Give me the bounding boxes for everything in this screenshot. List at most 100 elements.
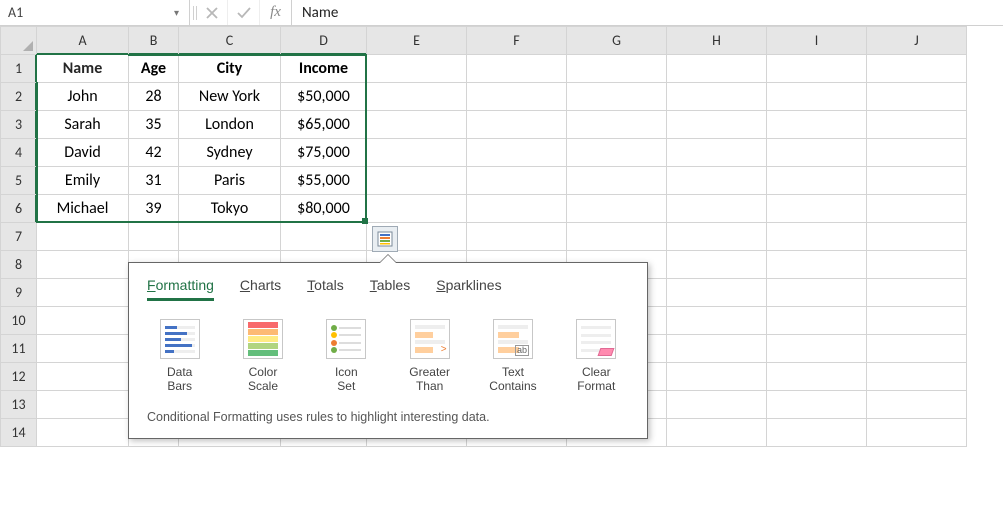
cell-E2[interactable] xyxy=(367,83,467,111)
row-header-10[interactable]: 10 xyxy=(1,307,37,335)
select-all-corner[interactable] xyxy=(1,27,37,55)
cell-J3[interactable] xyxy=(867,111,967,139)
cell-A2[interactable]: John xyxy=(37,83,129,111)
row-header-4[interactable]: 4 xyxy=(1,139,37,167)
cell-D7[interactable] xyxy=(281,223,367,251)
qa-item-color-scale[interactable]: ColorScale xyxy=(226,319,299,394)
row-header-3[interactable]: 3 xyxy=(1,111,37,139)
cell-A12[interactable] xyxy=(37,363,129,391)
cell-H9[interactable] xyxy=(667,279,767,307)
cell-A8[interactable] xyxy=(37,251,129,279)
cell-D5[interactable]: $55,000 xyxy=(281,167,367,195)
cell-A3[interactable]: Sarah xyxy=(37,111,129,139)
enter-formula-button[interactable] xyxy=(228,0,260,25)
worksheet-grid[interactable]: ABCDEFGHIJ1NameAgeCityIncome2John28New Y… xyxy=(0,26,1003,447)
cell-A14[interactable] xyxy=(37,419,129,447)
row-header-8[interactable]: 8 xyxy=(1,251,37,279)
cell-I7[interactable] xyxy=(767,223,867,251)
row-header-5[interactable]: 5 xyxy=(1,167,37,195)
qa-tab-tables[interactable]: Tables xyxy=(370,277,410,301)
cell-G6[interactable] xyxy=(567,195,667,223)
qa-item-data-bars[interactable]: DataBars xyxy=(143,319,216,394)
name-box-dropdown-icon[interactable]: ▾ xyxy=(170,6,183,19)
name-box[interactable]: A1 xyxy=(6,4,170,21)
cell-C7[interactable] xyxy=(179,223,281,251)
column-header-B[interactable]: B xyxy=(129,27,179,55)
cell-C2[interactable]: New York xyxy=(179,83,281,111)
cell-G7[interactable] xyxy=(567,223,667,251)
cell-A10[interactable] xyxy=(37,307,129,335)
cell-D4[interactable]: $75,000 xyxy=(281,139,367,167)
column-header-J[interactable]: J xyxy=(867,27,967,55)
cell-G2[interactable] xyxy=(567,83,667,111)
cell-I5[interactable] xyxy=(767,167,867,195)
qa-tab-charts[interactable]: Charts xyxy=(240,277,281,301)
cell-I9[interactable] xyxy=(767,279,867,307)
cell-B3[interactable]: 35 xyxy=(129,111,179,139)
cell-A1[interactable]: Name xyxy=(37,55,129,83)
row-header-1[interactable]: 1 xyxy=(1,55,37,83)
column-header-E[interactable]: E xyxy=(367,27,467,55)
cell-H7[interactable] xyxy=(667,223,767,251)
cell-H5[interactable] xyxy=(667,167,767,195)
cell-F4[interactable] xyxy=(467,139,567,167)
cell-C3[interactable]: London xyxy=(179,111,281,139)
cell-J6[interactable] xyxy=(867,195,967,223)
cell-I6[interactable] xyxy=(767,195,867,223)
cell-E6[interactable] xyxy=(367,195,467,223)
cell-B6[interactable]: 39 xyxy=(129,195,179,223)
cell-C1[interactable]: City xyxy=(179,55,281,83)
cell-J13[interactable] xyxy=(867,391,967,419)
cell-A4[interactable]: David xyxy=(37,139,129,167)
row-header-9[interactable]: 9 xyxy=(1,279,37,307)
cell-I10[interactable] xyxy=(767,307,867,335)
cell-H6[interactable] xyxy=(667,195,767,223)
cell-C4[interactable]: Sydney xyxy=(179,139,281,167)
cell-F2[interactable] xyxy=(467,83,567,111)
cell-E4[interactable] xyxy=(367,139,467,167)
cell-A13[interactable] xyxy=(37,391,129,419)
cell-E3[interactable] xyxy=(367,111,467,139)
cell-B5[interactable]: 31 xyxy=(129,167,179,195)
row-header-14[interactable]: 14 xyxy=(1,419,37,447)
cell-I8[interactable] xyxy=(767,251,867,279)
column-header-H[interactable]: H xyxy=(667,27,767,55)
row-header-7[interactable]: 7 xyxy=(1,223,37,251)
row-header-6[interactable]: 6 xyxy=(1,195,37,223)
insert-function-button[interactable]: fx xyxy=(260,0,292,25)
cell-J2[interactable] xyxy=(867,83,967,111)
cell-J9[interactable] xyxy=(867,279,967,307)
cell-C5[interactable]: Paris xyxy=(179,167,281,195)
cell-J14[interactable] xyxy=(867,419,967,447)
qa-item-clear-format[interactable]: ClearFormat xyxy=(560,319,633,394)
cell-A11[interactable] xyxy=(37,335,129,363)
row-header-13[interactable]: 13 xyxy=(1,391,37,419)
row-header-2[interactable]: 2 xyxy=(1,83,37,111)
cell-F5[interactable] xyxy=(467,167,567,195)
cell-F1[interactable] xyxy=(467,55,567,83)
cell-I3[interactable] xyxy=(767,111,867,139)
cell-E5[interactable] xyxy=(367,167,467,195)
cell-H4[interactable] xyxy=(667,139,767,167)
cell-J5[interactable] xyxy=(867,167,967,195)
cancel-formula-button[interactable] xyxy=(196,0,228,25)
cell-F3[interactable] xyxy=(467,111,567,139)
cell-I4[interactable] xyxy=(767,139,867,167)
cell-J1[interactable] xyxy=(867,55,967,83)
cell-D2[interactable]: $50,000 xyxy=(281,83,367,111)
cell-I14[interactable] xyxy=(767,419,867,447)
cell-J11[interactable] xyxy=(867,335,967,363)
cell-F6[interactable] xyxy=(467,195,567,223)
column-header-C[interactable]: C xyxy=(179,27,281,55)
column-header-A[interactable]: A xyxy=(37,27,129,55)
cell-A6[interactable]: Michael xyxy=(37,195,129,223)
cell-J7[interactable] xyxy=(867,223,967,251)
cell-G3[interactable] xyxy=(567,111,667,139)
cell-J8[interactable] xyxy=(867,251,967,279)
cell-G4[interactable] xyxy=(567,139,667,167)
cell-I13[interactable] xyxy=(767,391,867,419)
cell-I12[interactable] xyxy=(767,363,867,391)
cell-H13[interactable] xyxy=(667,391,767,419)
cell-H2[interactable] xyxy=(667,83,767,111)
cell-G1[interactable] xyxy=(567,55,667,83)
